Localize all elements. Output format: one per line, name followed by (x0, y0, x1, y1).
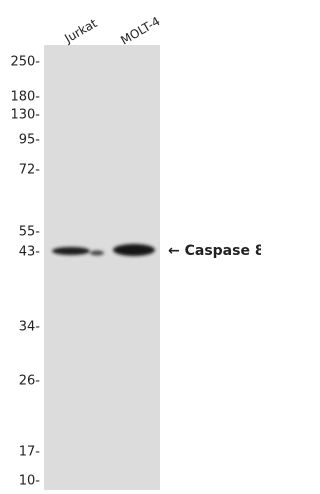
target-label: ← Caspase 8 (168, 243, 261, 259)
marker-label: 43- (19, 245, 41, 260)
marker-label: 55- (19, 225, 41, 240)
lane-label: MOLT-4 (118, 14, 162, 48)
band-jurkat (52, 247, 90, 255)
band-jurkat-faint (90, 251, 104, 256)
marker-label: 95- (19, 133, 41, 148)
marker-label: 34- (19, 320, 41, 335)
membrane (44, 45, 160, 490)
marker-label: 72- (19, 163, 41, 178)
marker-label: 10- (19, 474, 41, 489)
band-molt4 (113, 244, 155, 256)
marker-label: 250- (10, 55, 40, 70)
marker-label: 26- (19, 374, 41, 389)
marker-label: 17- (19, 445, 41, 460)
western-blot: Jurkat MOLT-4 ← Caspase 8 250- 180- 130- 95… (0, 0, 261, 490)
lane-label: Jurkat (61, 16, 99, 46)
marker-label: 130- (10, 108, 40, 123)
marker-label: 180- (10, 90, 40, 105)
